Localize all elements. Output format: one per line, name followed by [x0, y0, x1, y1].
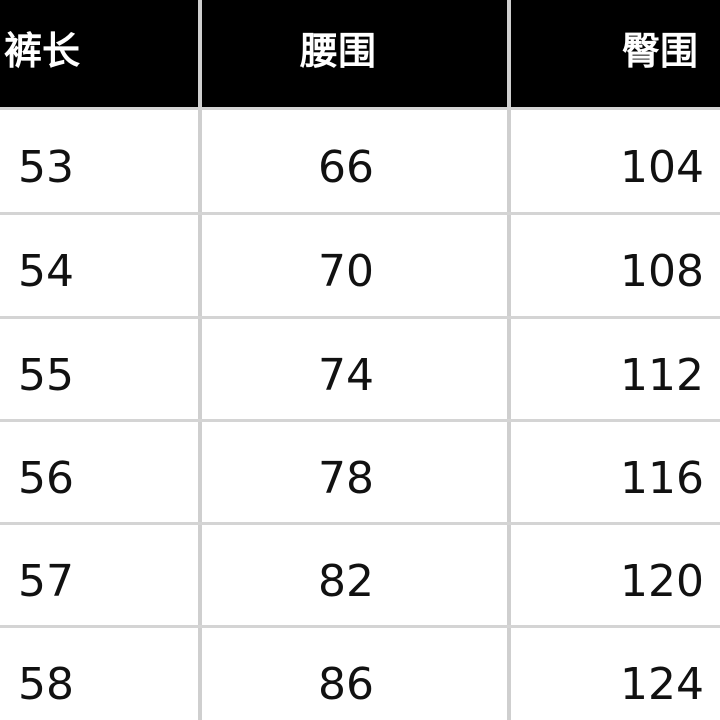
header-pants-length: 裤长 [4, 29, 81, 73]
cell-hip: 108 [620, 246, 704, 297]
cell-waist: 82 [318, 556, 374, 607]
cell-waist: 78 [318, 453, 374, 504]
cell-waist: 70 [318, 246, 374, 297]
row-divider [0, 419, 720, 422]
column-divider [507, 0, 511, 720]
row-divider [0, 212, 720, 215]
cell-pants-length: 57 [18, 556, 74, 607]
cell-hip: 104 [620, 142, 704, 193]
row-divider [0, 316, 720, 319]
header-waist: 腰围 [300, 29, 377, 73]
cell-waist: 66 [318, 142, 374, 193]
cell-waist: 74 [318, 350, 374, 401]
cell-pants-length: 58 [18, 659, 74, 710]
row-divider [0, 522, 720, 525]
row-divider [0, 625, 720, 628]
cell-pants-length: 56 [18, 453, 74, 504]
cell-pants-length: 54 [18, 246, 74, 297]
row-divider [0, 107, 720, 110]
cell-waist: 86 [318, 659, 374, 710]
table-header [0, 0, 720, 107]
cell-hip: 120 [620, 556, 704, 607]
cell-hip: 124 [620, 659, 704, 710]
column-divider [198, 0, 202, 720]
cell-hip: 112 [620, 350, 704, 401]
header-hip: 臀围 [622, 29, 699, 73]
cell-pants-length: 55 [18, 350, 74, 401]
cell-hip: 116 [620, 453, 704, 504]
cell-pants-length: 53 [18, 142, 74, 193]
